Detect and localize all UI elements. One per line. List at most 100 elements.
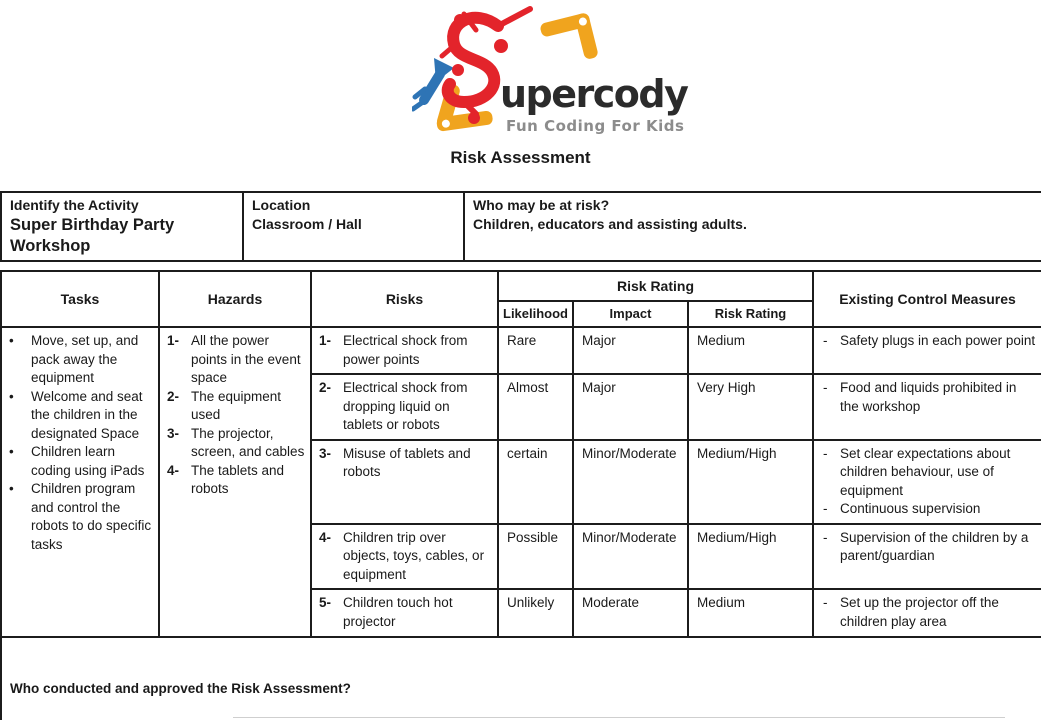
dash-marker: - xyxy=(823,595,828,610)
bullet-icon: • xyxy=(9,388,14,404)
impact-cell: Major xyxy=(572,326,689,375)
task-text: Move, set up, and pack away the equipmen… xyxy=(31,333,139,385)
tasks-cell: • Move, set up, and pack away the equipm… xyxy=(0,326,160,638)
hazard-item: 2- The equipment used xyxy=(165,388,305,425)
risk-cell: 5- Children touch hot projector xyxy=(310,588,499,638)
hazard-text: The tablets and robots xyxy=(191,462,285,497)
brand-wordmark: upercody xyxy=(500,72,689,116)
risk-item: 3- Misuse of tablets and robots xyxy=(317,445,492,482)
bullet-icon: • xyxy=(9,444,14,459)
rating-cell: Very High xyxy=(687,373,814,441)
risk-cell: 2- Electrical shock from dropping liquid… xyxy=(310,373,499,441)
likelihood-cell: Rare xyxy=(497,326,574,375)
risk-text: Electrical shock from dropping liquid on… xyxy=(343,380,468,432)
impact-cell: Minor/Moderate xyxy=(572,438,689,525)
rating-column-header: Risk Rating xyxy=(687,300,814,328)
impact-cell: Minor/Moderate xyxy=(572,522,689,590)
hazard-number: 2- xyxy=(167,388,180,404)
task-text: Children learn coding using iPads xyxy=(31,444,145,478)
risk-text: Children trip over objects, toys, cables… xyxy=(343,529,485,582)
risk-text: Misuse of tablets and robots xyxy=(343,445,471,480)
tasks-column-header: Tasks xyxy=(0,270,160,328)
hazard-text: The equipment used xyxy=(191,388,282,423)
dash-marker: - xyxy=(823,445,828,461)
risk-text: Children touch hot projector xyxy=(343,595,453,629)
risk-text: Electrical shock from power points xyxy=(343,333,468,367)
risk-row-1: • Move, set up, and pack away the equipm… xyxy=(0,326,1041,638)
dash-marker: - xyxy=(823,333,828,348)
risk-item: 1- Electrical shock from power points xyxy=(317,332,492,369)
hazards-column-header: Hazards xyxy=(158,270,312,328)
dash-marker: - xyxy=(823,501,828,516)
at-risk-label: Who may be at risk? xyxy=(473,197,610,213)
rating-cell: Medium xyxy=(687,588,814,638)
risk-row-4: 4- Children trip over objects, toys, cab… xyxy=(1,522,1041,590)
location-cell: Location Classroom / Hall xyxy=(242,191,465,262)
page-bottom-edge xyxy=(233,717,1005,718)
activity-cell: Identify the Activity Super Birthday Par… xyxy=(0,191,244,262)
brand-tagline: Fun Coding For Kids xyxy=(506,117,684,135)
controls-cell: - Set clear expectations about children … xyxy=(812,438,1041,525)
logo: upercody Fun Coding For Kids xyxy=(0,0,1041,138)
rating-cell: Medium/High xyxy=(687,522,814,590)
task-item: • Move, set up, and pack away the equipm… xyxy=(9,332,153,388)
control-text: Food and liquids prohibited in the works… xyxy=(840,380,1017,414)
hazard-item: 1- All the power points in the event spa… xyxy=(165,332,305,388)
approval-heading: Who conducted and approved the Risk Asse… xyxy=(10,681,351,696)
location-value: Classroom / Hall xyxy=(252,216,362,232)
control-text: Set clear expectations about children be… xyxy=(840,445,1011,498)
rating-cell: Medium xyxy=(687,326,814,375)
hazard-number: 4- xyxy=(167,462,180,478)
hazard-number: 3- xyxy=(167,425,180,441)
hazard-text: The projector, screen, and cables xyxy=(191,425,305,460)
control-item: - Food and liquids prohibited in the wor… xyxy=(819,379,1036,416)
risks-column-header: Risks xyxy=(310,270,499,328)
risk-number: 2- xyxy=(319,380,332,395)
likelihood-cell: Possible xyxy=(497,522,574,590)
impact-cell: Major xyxy=(572,373,689,441)
control-item: - Continuous supervision xyxy=(819,500,1036,519)
risk-number: 4- xyxy=(319,529,332,545)
risk-item: 5- Children touch hot projector xyxy=(317,594,492,631)
hazard-item: 3- The projector, screen, and cables xyxy=(165,425,305,462)
bullet-icon: • xyxy=(9,333,14,348)
task-item: • Children program and control the robot… xyxy=(9,480,153,554)
activity-label: Identify the Activity xyxy=(10,197,139,213)
arrow-icon xyxy=(411,58,454,112)
task-item: • Welcome and seat the children in the d… xyxy=(9,388,153,444)
controls-cell: - Supervision of the children by a paren… xyxy=(812,522,1041,590)
control-item: - Set up the projector off the children … xyxy=(819,594,1036,631)
hazards-cell: 1- All the power points in the event spa… xyxy=(158,326,312,638)
acrobat-figures-icon xyxy=(439,6,533,124)
risk-row-3: 3- Misuse of tablets and robots certain … xyxy=(1,438,1041,525)
likelihood-cell: Almost xyxy=(497,373,574,441)
risk-rating-group-header: Risk Rating xyxy=(497,270,814,302)
risk-cell: 1- Electrical shock from power points xyxy=(310,326,499,375)
hazard-item: 4- The tablets and robots xyxy=(165,462,305,499)
logo-graphic: upercody Fun Coding For Kids xyxy=(411,6,690,135)
controls-cell: - Set up the projector off the children … xyxy=(812,588,1041,638)
hazard-text: All the power points in the event space xyxy=(191,333,301,385)
task-text: Welcome and seat the children in the des… xyxy=(31,388,143,441)
risk-cell: 4- Children trip over objects, toys, cab… xyxy=(310,522,499,590)
risk-item: 4- Children trip over objects, toys, cab… xyxy=(317,529,492,585)
control-text: Supervision of the children by a parent/… xyxy=(840,529,1029,564)
task-item: • Children learn coding using iPads xyxy=(9,443,153,480)
controls-cell: - Safety plugs in each power point xyxy=(812,326,1041,375)
risk-number: 5- xyxy=(319,595,332,610)
control-text: Continuous supervision xyxy=(840,501,981,516)
page-title: Risk Assessment xyxy=(450,148,591,167)
likelihood-cell: Unlikely xyxy=(497,588,574,638)
controls-column-header: Existing Control Measures xyxy=(812,270,1041,328)
risk-cell: 3- Misuse of tablets and robots xyxy=(310,438,499,525)
likelihood-column-header: Likelihood xyxy=(497,300,574,328)
hazard-number: 1- xyxy=(167,333,180,348)
at-risk-cell: Who may be at risk? Children, educators … xyxy=(463,191,1041,262)
control-text: Set up the projector off the children pl… xyxy=(840,595,999,629)
approval-row: Who conducted and approved the Risk Asse… xyxy=(0,636,1041,720)
info-table: Identify the Activity Super Birthday Par… xyxy=(0,191,1041,262)
control-item: - Set clear expectations about children … xyxy=(819,445,1036,501)
risk-item: 2- Electrical shock from dropping liquid… xyxy=(317,379,492,435)
risk-number: 3- xyxy=(319,445,332,461)
